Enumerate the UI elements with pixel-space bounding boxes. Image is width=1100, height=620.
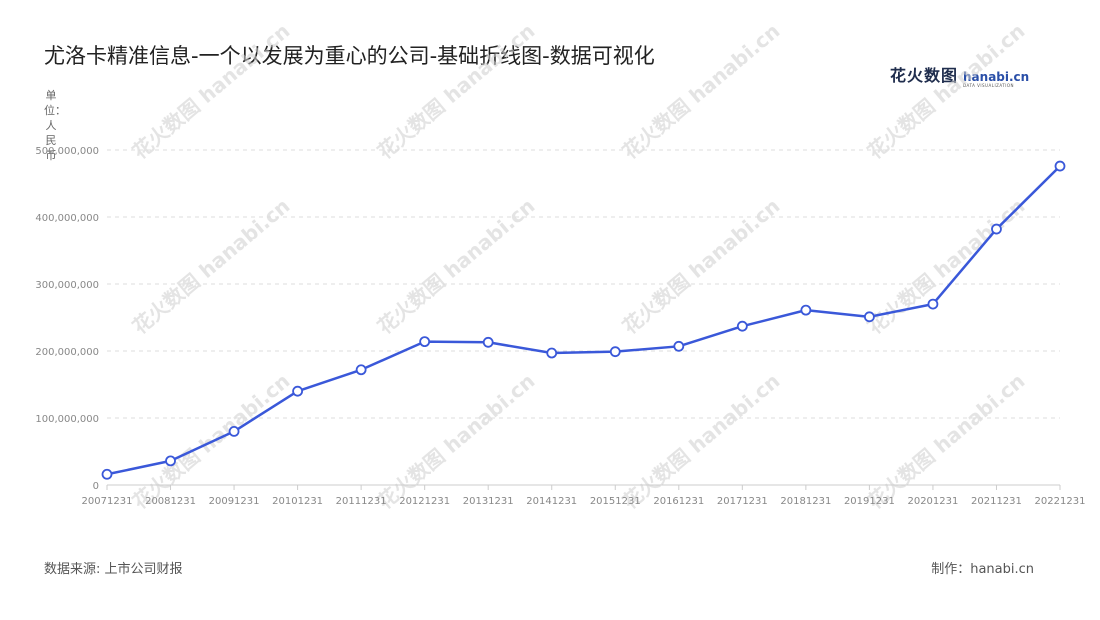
data-point [292,385,304,397]
data-point [101,468,113,480]
watermark: 花火数图 hanabi.cn [863,369,1030,514]
x-tick-label: 20091231 [209,496,260,507]
watermark: 花火数图 hanabi.cn [128,19,295,164]
watermark: 花火数图 hanabi.cn [863,19,1030,164]
y-tick-label: 200,000,000 [35,347,99,358]
data-point [609,346,621,358]
data-point [991,223,1002,235]
x-tick-label: 20151231 [590,496,641,507]
data-source: 数据来源: 上市公司财报 [44,562,183,577]
watermark: 花火数图 hanabi.cn [373,369,540,514]
x-tick-label: 20101231 [272,496,323,507]
logo-en-text: hanabi.cn [963,70,1030,84]
data-point [927,298,939,310]
watermark: 花火数图 hanabi.cn [618,194,785,339]
data-point [165,455,176,467]
watermark: 花火数图 hanabi.cn [618,19,785,164]
data-point [864,311,875,323]
y-tick-label: 0 [93,481,99,492]
x-tick-label: 20131231 [463,496,514,507]
series-line [106,165,1061,476]
x-tick-label: 20181231 [780,496,831,507]
y-tick-label: 100,000,000 [35,414,99,425]
x-tick-label: 20121231 [399,496,450,507]
x-tick-label: 20081231 [145,496,196,507]
maker-credit: 制作：hanabi.cn [931,562,1034,577]
data-point [355,364,367,376]
data-point [419,336,431,348]
data-point [228,425,240,437]
watermark: 花火数图 hanabi.cn [618,369,785,514]
x-tick-label: 20071231 [82,496,133,507]
data-point [546,347,558,359]
data-point [673,340,685,352]
logo-en: hanabi.cn DATA VISUALIZATION [963,71,1029,88]
x-tick-label: 20111231 [336,496,387,507]
x-tick-label: 20221231 [1035,496,1086,507]
x-tick-label: 20141231 [526,496,577,507]
hanabi-logo: 花火数图 hanabi.cn DATA VISUALIZATION [890,62,1029,88]
x-tick-label: 20201231 [907,496,958,507]
data-point [736,320,748,332]
x-tick-label: 20191231 [844,496,895,507]
watermark: 花火数图 hanabi.cn [863,194,1030,339]
y-tick-label: 400,000,000 [35,213,99,224]
logo-cn-text: 花火数图 [890,66,959,85]
data-point [800,304,812,316]
data-point [1054,160,1066,172]
watermark: 花火数图 hanabi.cn [373,194,540,339]
y-tick-label: 300,000,000 [35,280,99,291]
y-tick-label: 500,000,000 [35,146,99,157]
x-tick-label: 20211231 [971,496,1022,507]
watermark: 花火数图 hanabi.cn [373,19,540,164]
x-tick-label: 20161231 [653,496,704,507]
watermark: 花火数图 hanabi.cn [128,194,295,339]
logo-sub-text: DATA VISUALIZATION [963,83,1015,88]
data-point [482,336,494,348]
x-tick-label: 20171231 [717,496,768,507]
chart-title: 尤洛卡精准信息-一个以发展为重心的公司-基础折线图-数据可视化 [44,44,655,68]
